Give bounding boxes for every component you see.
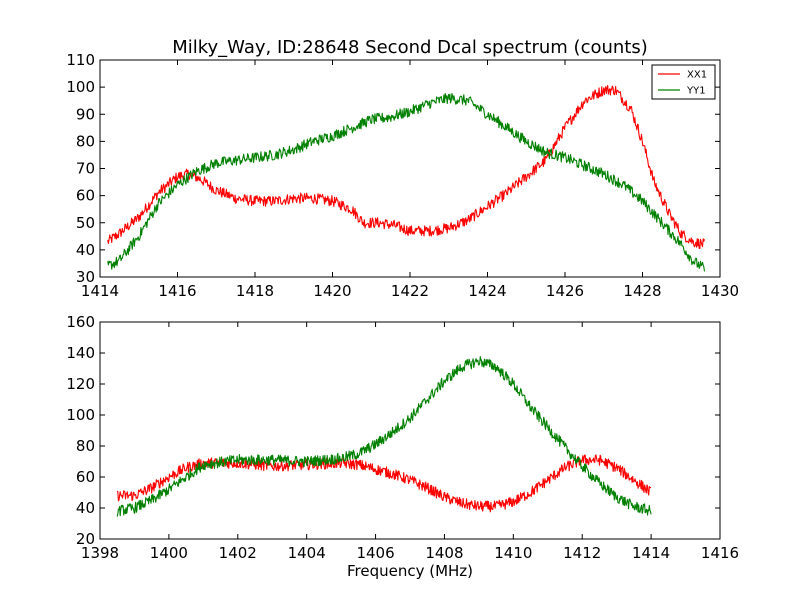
- legend-label-xx1: XX1: [687, 70, 707, 81]
- top-y-tick-label: 30: [76, 268, 95, 286]
- bottom-y-tick-label: 160: [66, 313, 95, 331]
- top-x-tick-label: 1416: [158, 282, 196, 300]
- bottom-plot-ticks: 1398 1400 1402 1404 1406 1408 1410 1412 1414 1416…: [66, 313, 739, 562]
- bottom-y-tick-label: 40: [76, 499, 95, 517]
- chart-title: Milky_Way, ID:28648 Second Dcal spectrum…: [172, 37, 648, 58]
- x-axis-label: Frequency (MHz): [347, 562, 473, 580]
- legend-box: [651, 64, 716, 100]
- top-y-tick-label: 50: [76, 214, 95, 232]
- top-y-tick-label: 100: [66, 78, 95, 96]
- top-plot-ticks: 1414 1416 1418 1420 1422 1424 1426 1428 1430 30 40…: [66, 51, 739, 300]
- legend-label-yy1: YY1: [686, 86, 706, 97]
- top-y-tick-label: 90: [76, 105, 95, 123]
- legend: XX1 YY1: [651, 64, 716, 100]
- bottom-x-tick-label: 1398: [81, 544, 119, 562]
- top-y-tick-label: 70: [76, 160, 95, 178]
- bottom-x-tick-label: 1406: [356, 544, 394, 562]
- bottom-y-tick-label: 140: [66, 344, 95, 362]
- bottom-series-line-series-0: [116, 454, 652, 513]
- top-x-tick-label: 1424: [468, 282, 506, 300]
- bottom-y-tick-label: 100: [66, 406, 95, 424]
- bottom-x-tick-label: 1402: [219, 544, 257, 562]
- bottom-x-tick-label: 1414: [632, 544, 670, 562]
- top-plot: 1414 1416 1418 1420 1422 1424 1426 1428 1430 30 40…: [66, 51, 739, 300]
- top-x-tick-label: 1426: [546, 282, 584, 300]
- top-y-tick-label: 40: [76, 241, 95, 259]
- top-x-tick-label: 1414: [81, 282, 119, 300]
- bottom-x-tick-label: 1410: [494, 544, 532, 562]
- top-x-tick-label: 1422: [391, 282, 429, 300]
- bottom-series-line-series-1: [116, 356, 652, 517]
- bottom-plot-frame: [99, 321, 721, 540]
- bottom-x-tick-label: 1404: [288, 544, 326, 562]
- bottom-plot-series: [116, 356, 652, 517]
- bottom-x-tick-label: 1400: [150, 544, 188, 562]
- bottom-y-tick-label: 80: [76, 437, 95, 455]
- top-x-tick-label: 1430: [701, 282, 739, 300]
- top-y-tick-label: 80: [76, 132, 95, 150]
- bottom-y-tick-label: 60: [76, 468, 95, 486]
- bottom-x-tick-label: 1408: [425, 544, 463, 562]
- bottom-x-tick-label: 1416: [701, 544, 739, 562]
- top-y-tick-label: 110: [66, 51, 95, 69]
- top-x-tick-label: 1428: [623, 282, 661, 300]
- top-y-tick-label: 60: [76, 187, 95, 205]
- top-x-tick-label: 1420: [313, 282, 351, 300]
- bottom-y-tick-label: 20: [76, 530, 95, 548]
- top-series-line-yy1: [107, 93, 706, 272]
- top-x-tick-label: 1418: [236, 282, 274, 300]
- bottom-y-tick-label: 120: [66, 375, 95, 393]
- top-plot-series: [107, 84, 706, 272]
- bottom-plot: 1398 1400 1402 1404 1406 1408 1410 1412 1414 1416…: [66, 313, 739, 580]
- bottom-x-tick-label: 1412: [563, 544, 601, 562]
- top-series-line-xx1: [107, 84, 706, 250]
